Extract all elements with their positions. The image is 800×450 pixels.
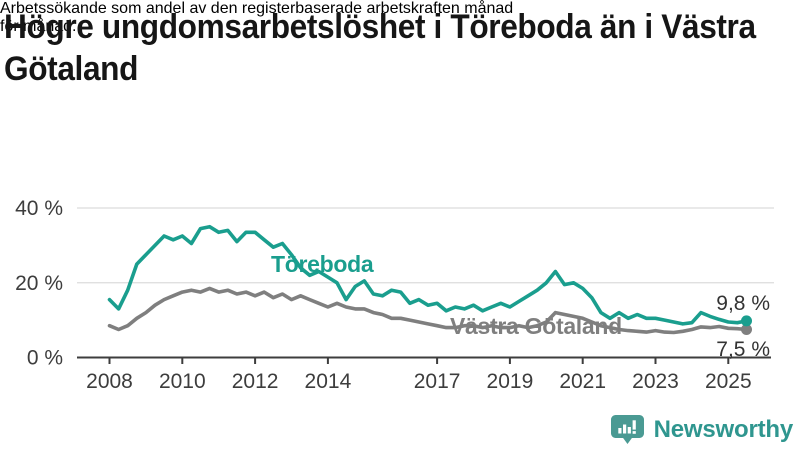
y-tick-label: 40 % bbox=[15, 197, 63, 220]
series-line-0 bbox=[107, 286, 749, 335]
x-tick-label: 2019 bbox=[487, 370, 534, 393]
end-value-label: 7,5 % bbox=[716, 338, 770, 361]
unemployment-line-chart: 2008 2010 2012 2014 2017 2019 2021 2023 2025 0 % 2… bbox=[15, 197, 774, 393]
title-line-1: Högre ungdomsarbetslöshet i Töreboda än … bbox=[4, 8, 756, 46]
subtitle-line-2: för månad. bbox=[0, 18, 77, 35]
exclamation-bar bbox=[632, 420, 636, 430]
x-tick-label: 2025 bbox=[705, 370, 752, 393]
y-tick-label: 0 % bbox=[27, 347, 63, 370]
exclamation-dot bbox=[632, 431, 636, 434]
series-label: Töreboda bbox=[271, 251, 374, 277]
x-tick-label: 2021 bbox=[559, 370, 606, 393]
x-tick-label: 2010 bbox=[159, 370, 206, 393]
x-tick-label: 2008 bbox=[86, 370, 133, 393]
end-value-label: 9,8 % bbox=[716, 292, 770, 315]
x-tick-label: 2017 bbox=[414, 370, 461, 393]
series-end-dot-1 bbox=[741, 315, 752, 327]
title-line-2: Götaland bbox=[4, 50, 139, 88]
mini-bar-chart-glyph bbox=[617, 420, 636, 434]
series-line-1 bbox=[107, 224, 749, 326]
series-end-dot-0 bbox=[741, 323, 752, 335]
subtitle-line-1: Arbetssökande som andel av den registerb… bbox=[0, 0, 514, 17]
page-title: Högre ungdomsarbetslöshet i Töreboda än … bbox=[4, 6, 800, 90]
x-tick-label: 2012 bbox=[232, 370, 279, 393]
speech-bubble-shape bbox=[610, 415, 644, 444]
brand-name: Newsworthy bbox=[653, 415, 794, 443]
y-tick-label: 20 % bbox=[15, 272, 63, 295]
newsworthy-logo-icon bbox=[610, 415, 644, 444]
x-tick-label: 2014 bbox=[305, 370, 352, 393]
x-tick-label: 2023 bbox=[632, 370, 679, 393]
series-label: Västra Götaland bbox=[450, 313, 622, 339]
newsworthy-logo: Newsworthy bbox=[610, 415, 794, 444]
